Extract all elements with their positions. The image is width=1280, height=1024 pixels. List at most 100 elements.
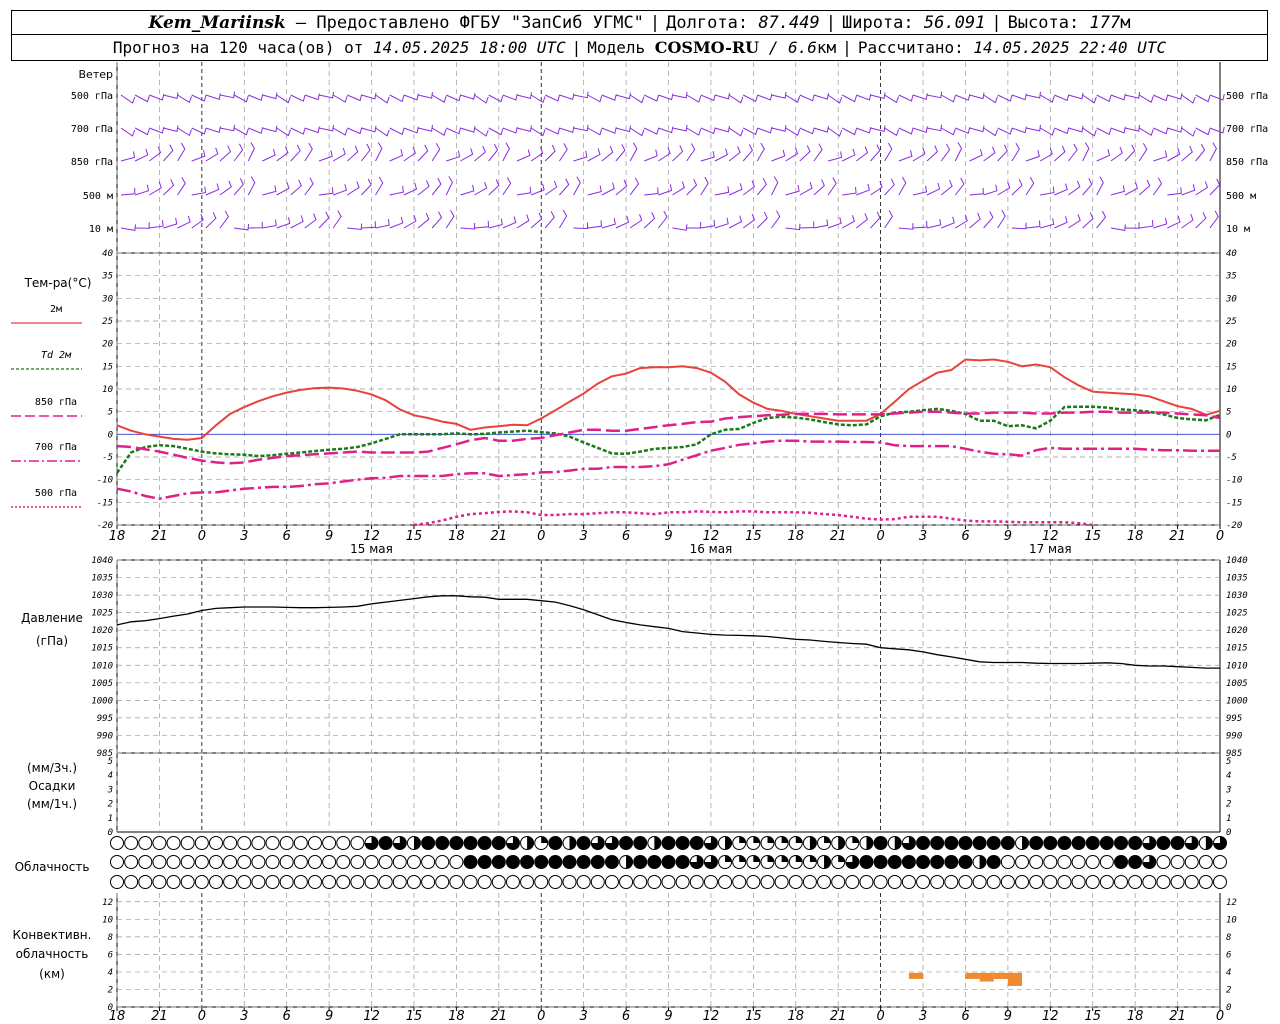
pressure-y-tick-right: 1020	[1226, 626, 1248, 636]
cloud-circle	[194, 836, 209, 850]
cloud-circle	[223, 875, 238, 889]
cloud-circle	[972, 875, 987, 889]
cloud-circle	[689, 875, 704, 889]
td2m-line	[115, 405, 1221, 474]
wind-barb	[728, 183, 743, 196]
pressure-y-tick: 1015	[91, 644, 113, 654]
wind-barb	[205, 212, 217, 229]
wind-barb	[940, 180, 953, 196]
cloud-fill	[852, 836, 859, 843]
pressure-y-tick-right: 1040	[1226, 556, 1248, 566]
cloud-symbol	[208, 855, 223, 869]
wind-barb	[1068, 180, 1081, 196]
cloud-symbol	[802, 855, 817, 869]
wind-barb	[926, 124, 943, 132]
cloud-fill	[633, 855, 647, 869]
wind-barb	[1138, 127, 1154, 136]
temp-y-tick: 25	[102, 317, 113, 327]
wind-barb	[389, 186, 404, 196]
wind-barb	[163, 217, 178, 229]
t850-line	[116, 410, 1221, 465]
wind-barb	[573, 176, 581, 196]
cloud-fill	[902, 855, 916, 869]
cloud-circle	[265, 875, 280, 889]
x-tick-label: 0	[537, 529, 545, 544]
cloud-circle	[166, 836, 181, 850]
cloud-symbol	[491, 836, 506, 850]
cloud-fill	[930, 836, 944, 850]
cloud-fill	[845, 855, 859, 869]
cloud-symbol	[562, 836, 577, 850]
wind-barb	[629, 177, 640, 196]
cloud-circle	[590, 875, 605, 889]
wind-barb	[304, 126, 320, 134]
temp-y-tick: -5	[102, 453, 113, 463]
cloud-symbol	[194, 836, 209, 850]
cloud-circle	[944, 875, 959, 889]
cloud-symbol	[1198, 875, 1213, 889]
cloud-symbol	[1114, 836, 1129, 850]
wind-barb	[771, 210, 781, 229]
cloud-symbol	[562, 855, 577, 869]
convective-bar	[979, 972, 994, 982]
cloud-circle	[279, 836, 294, 850]
cloud-symbol	[364, 836, 379, 850]
wind-barb	[1124, 182, 1139, 196]
wind-barb	[1138, 179, 1151, 196]
cloud-symbol	[619, 836, 634, 850]
x-tick-label: 9	[664, 529, 672, 544]
wind-barb	[1054, 216, 1068, 229]
cloud-symbol	[1128, 855, 1143, 869]
wind-barb	[573, 150, 588, 162]
cloud-symbol	[223, 855, 238, 869]
wind-barb	[488, 127, 504, 136]
conv-y-tick-right: 10	[1226, 915, 1237, 925]
cloud-symbol	[166, 875, 181, 889]
cloud-circle	[208, 875, 223, 889]
cloud-fill	[605, 836, 619, 850]
pressure-y-tick: 1020	[91, 626, 113, 636]
wind-barb	[474, 145, 486, 162]
cloud-symbol	[322, 875, 337, 889]
cloud-symbol	[435, 836, 450, 850]
wind-barb	[898, 150, 913, 162]
conv-label: Конвективн.	[13, 928, 92, 942]
wind-barb	[544, 94, 561, 102]
wind-barb	[474, 181, 488, 196]
cloud-symbol	[180, 855, 195, 869]
cloud-symbol	[661, 855, 676, 869]
wind-barb	[672, 181, 686, 196]
cloud-symbol	[873, 836, 888, 850]
cloud-symbol	[944, 875, 959, 889]
cloud-circle	[378, 855, 393, 869]
wind-barb	[983, 127, 998, 137]
wind-barb	[601, 146, 614, 162]
cloud-circle	[1000, 855, 1015, 869]
cloud-symbol	[986, 875, 1001, 889]
cloud-symbol	[1170, 875, 1185, 889]
cloud-symbol	[237, 836, 252, 850]
temp-legend-label: 500 гПа	[35, 488, 77, 499]
cloud-symbol	[406, 875, 421, 889]
cloud-symbol	[1142, 836, 1157, 850]
cloud-fill	[506, 855, 520, 869]
cloud-symbol	[279, 836, 294, 850]
cloud-fill	[902, 836, 916, 850]
wind-barb	[488, 94, 504, 103]
cloud-circle	[520, 875, 535, 889]
altitude-value: 177	[1089, 12, 1121, 33]
cloud-symbol	[1029, 836, 1044, 850]
conv-y-tick-right: 8	[1226, 933, 1231, 943]
wind-barb	[884, 94, 900, 104]
wind-barb	[997, 209, 1006, 229]
cloud-symbol	[378, 855, 393, 869]
cloud-symbol	[350, 836, 365, 850]
pressure-y-tick: 995	[97, 714, 113, 724]
wind-barb	[191, 186, 207, 196]
x-tick-label: 18	[787, 529, 804, 544]
cloud-symbol	[1029, 855, 1044, 869]
wind-barb	[940, 127, 956, 136]
wind-barb	[502, 216, 517, 229]
cloud-circle	[633, 875, 648, 889]
cloud-symbol	[1198, 836, 1213, 850]
